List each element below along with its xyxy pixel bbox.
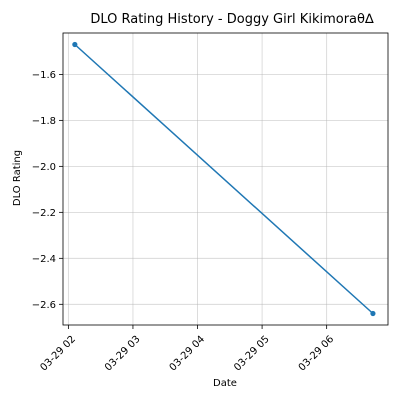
x-axis-label: Date — [213, 378, 237, 389]
data-point — [370, 310, 376, 317]
y-tick-label: −2.6 — [32, 300, 56, 311]
x-tick-label: 03-29 06 — [297, 334, 337, 374]
x-axis: 03-29 02 03-29 03 03-29 04 03-29 05 03-29 06 — [38, 325, 336, 373]
x-tick-label: 03-29 04 — [168, 334, 208, 374]
y-axis-label: DLO Rating — [12, 150, 23, 206]
y-tick-label: −2.2 — [32, 208, 56, 219]
chart-title: DLO Rating History - Doggy Girl Kikimora… — [90, 12, 374, 27]
y-tick-label: −2.0 — [32, 162, 56, 173]
series-line — [74, 43, 374, 315]
y-tick-label: −2.4 — [32, 254, 56, 265]
grid — [63, 33, 388, 325]
y-tick-label: −1.6 — [32, 70, 56, 81]
x-tick-label: 03-29 02 — [38, 334, 78, 374]
series-layer — [72, 41, 376, 317]
x-tick-label: 03-29 05 — [232, 334, 272, 374]
plot-frame — [62, 32, 389, 326]
x-tick-label: 03-29 03 — [103, 334, 143, 374]
y-tick-label: −1.8 — [32, 116, 56, 127]
y-axis: −1.6 −1.8 −2.0 −2.2 −2.4 −2.6 — [32, 70, 63, 311]
data-point — [72, 41, 78, 48]
